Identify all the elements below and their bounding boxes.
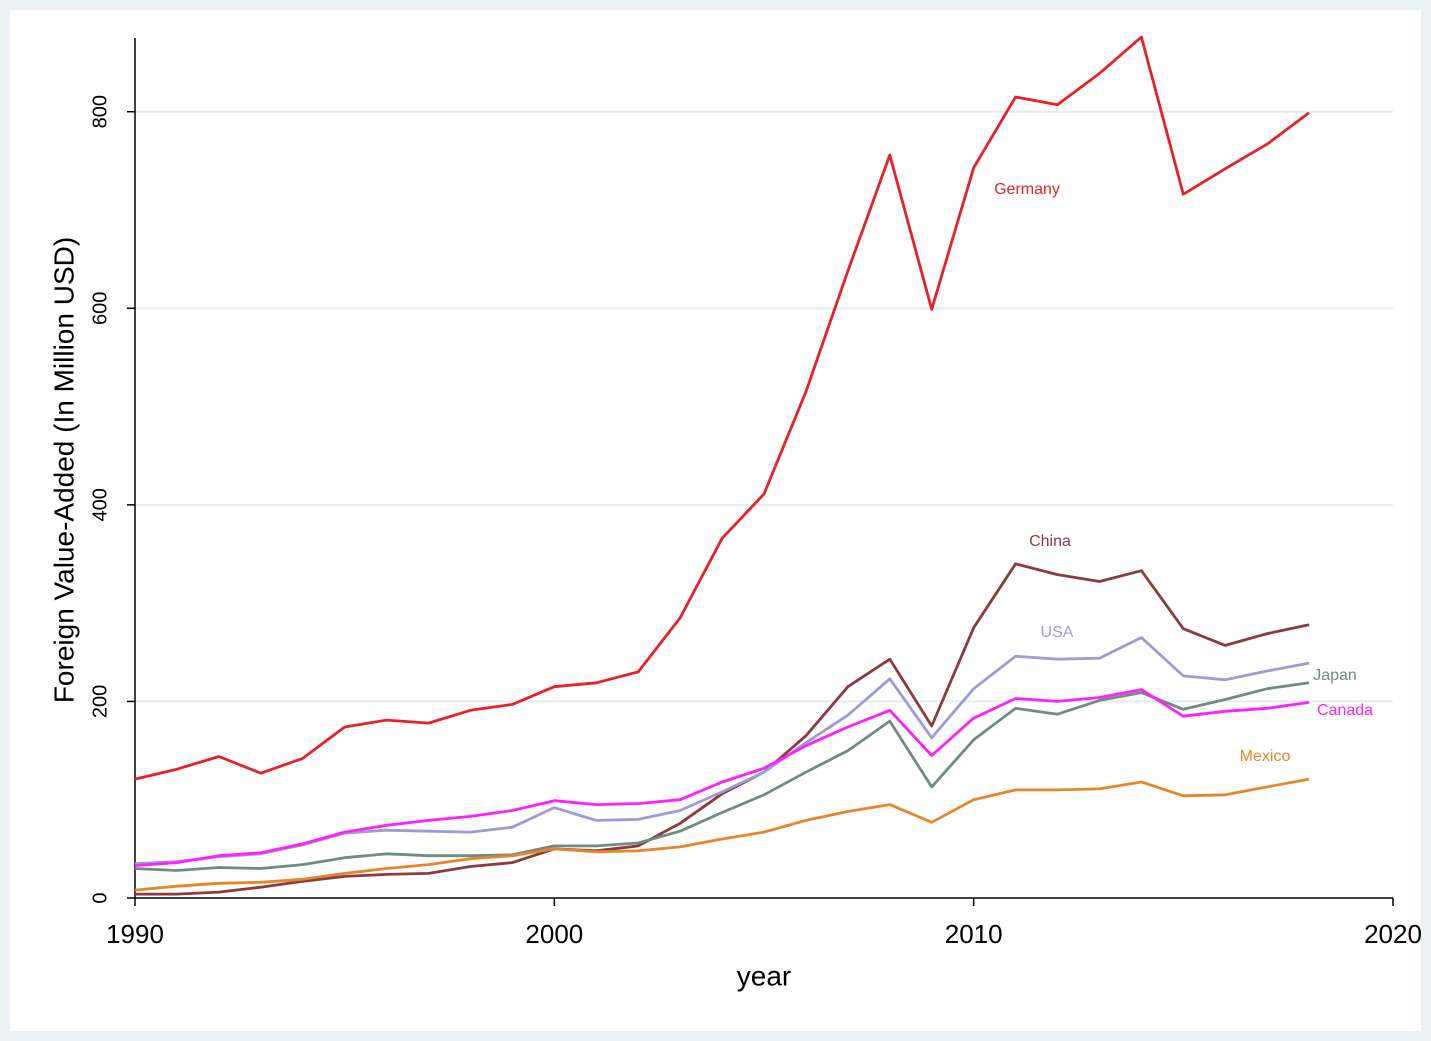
series-label: Germany bbox=[994, 181, 1060, 198]
series-line bbox=[134, 35, 1310, 781]
series-line bbox=[134, 777, 1310, 892]
y-tick-label: 800 bbox=[89, 95, 111, 128]
series-line bbox=[134, 688, 1310, 867]
x-tick-label: 2000 bbox=[525, 919, 583, 949]
series-label: China bbox=[1029, 533, 1071, 550]
y-tick-label: 400 bbox=[89, 488, 111, 521]
y-tick-label: 600 bbox=[89, 292, 111, 325]
series-line bbox=[135, 562, 1310, 896]
x-axis-title: year bbox=[737, 960, 791, 991]
x-tick-label: 2020 bbox=[1364, 919, 1422, 949]
y-tick-label: 200 bbox=[89, 685, 111, 718]
series-line bbox=[134, 681, 1310, 872]
series-label: USA bbox=[1041, 624, 1074, 641]
y-tick-label: 0 bbox=[89, 892, 111, 903]
x-tick-label: 1990 bbox=[106, 919, 164, 949]
y-axis-title: Foreign Value-Added (In Million USD) bbox=[48, 237, 79, 703]
series-label: Japan bbox=[1313, 667, 1357, 684]
series-label: Canada bbox=[1317, 702, 1373, 719]
series-label: Mexico bbox=[1240, 748, 1291, 765]
x-tick-label: 2010 bbox=[945, 919, 1003, 949]
panel bbox=[10, 10, 1421, 1031]
